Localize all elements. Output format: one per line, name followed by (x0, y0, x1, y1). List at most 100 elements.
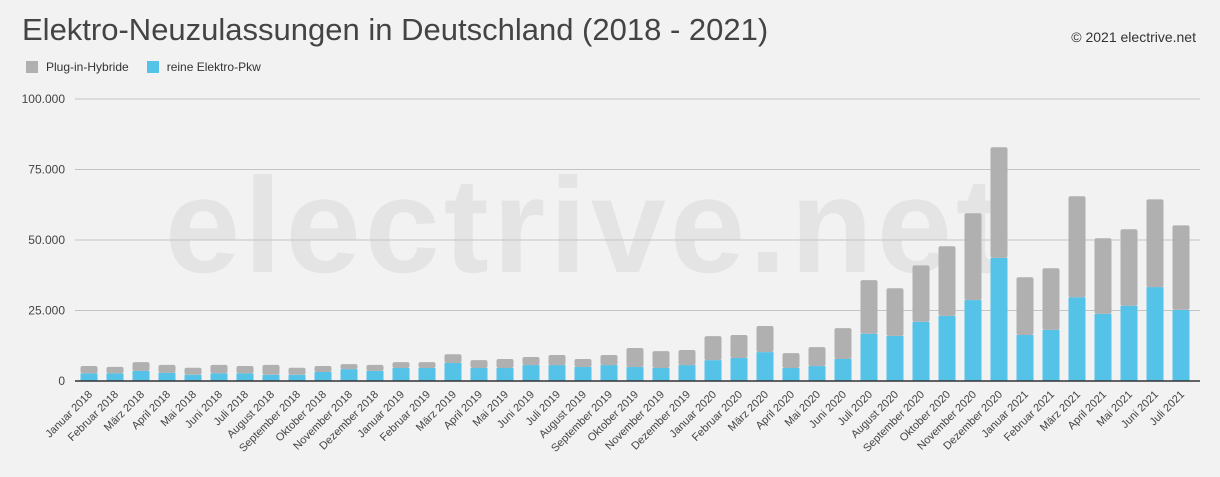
y-tick-label: 100.000 (22, 92, 66, 106)
bar-hybrid (1146, 199, 1164, 288)
bar-bev (184, 374, 202, 381)
bar-hybrid (106, 366, 124, 374)
credit: © 2021 electrive.net (1071, 29, 1196, 45)
legend-item-bev: reine Elektro-Pkw (146, 60, 261, 74)
bar-hybrid (756, 326, 774, 353)
bar-bev (574, 367, 592, 381)
bar-bev (392, 368, 410, 381)
bar-bev (964, 300, 982, 381)
y-tick-label: 75.000 (28, 163, 65, 177)
bar-hybrid (938, 246, 956, 316)
bar-bev (678, 365, 696, 381)
legend: Plug-in-Hybride reine Elektro-Pkw (26, 60, 261, 74)
bar-bev (782, 368, 800, 381)
bar-bev (314, 371, 332, 381)
bar-bev (1016, 335, 1034, 381)
bar-bev (860, 333, 878, 381)
bar-hybrid (418, 362, 436, 369)
bar-bev (1042, 329, 1060, 381)
bar-bev (912, 321, 930, 381)
bar-hybrid (444, 354, 462, 363)
y-tick-label: 25.000 (28, 304, 65, 318)
bar-hybrid (470, 360, 488, 369)
bar-bev (1068, 297, 1086, 381)
bar-bev (470, 368, 488, 381)
bar-bev (626, 367, 644, 381)
legend-swatch-hybrid (26, 61, 38, 73)
bar-hybrid (236, 366, 254, 374)
bar-bev (496, 368, 514, 381)
bar-bev (600, 365, 618, 381)
bar-bev (522, 365, 540, 381)
bar-bev (444, 362, 462, 381)
bar-hybrid (132, 362, 150, 371)
bar-hybrid (860, 280, 878, 334)
bar-hybrid (1068, 196, 1086, 298)
legend-swatch-bev (146, 61, 159, 73)
bar-bev (340, 369, 358, 381)
bar-hybrid (288, 367, 306, 375)
bar-hybrid (548, 355, 566, 366)
bar-bev (262, 374, 280, 381)
bar-bev (236, 373, 254, 381)
bar-hybrid (964, 213, 982, 301)
bar-bev (1094, 313, 1112, 381)
bar-hybrid (496, 359, 514, 369)
bar-hybrid (210, 364, 228, 374)
bar-hybrid (808, 347, 826, 367)
bar-hybrid (366, 364, 384, 371)
bar-hybrid (158, 364, 176, 373)
bar-bev (704, 360, 722, 381)
bar-bev (652, 368, 670, 381)
bar-bev (80, 373, 98, 381)
bar-bev (730, 358, 748, 381)
bar-bev (834, 359, 852, 381)
bar-hybrid (730, 335, 748, 359)
bar-bev (366, 370, 384, 381)
bar-bev (756, 352, 774, 381)
bar-bev (1146, 287, 1164, 381)
bar-bev (418, 368, 436, 381)
legend-item-hybrid: Plug-in-Hybride (26, 60, 129, 74)
bar-bev (106, 373, 124, 381)
bar-bev (990, 257, 1008, 381)
bar-hybrid (340, 364, 358, 370)
bar-hybrid (1042, 268, 1060, 330)
bar-hybrid (704, 336, 722, 361)
bar-hybrid (314, 366, 332, 372)
bar-bev (548, 365, 566, 381)
bar-hybrid (522, 357, 540, 366)
legend-label-hybrid: Plug-in-Hybride (46, 60, 129, 74)
bar-hybrid (184, 367, 202, 375)
bar-hybrid (1120, 229, 1138, 306)
bar-hybrid (1094, 238, 1112, 314)
watermark: electrive.net (165, 150, 1005, 301)
chart-title: Elektro-Neuzulassungen in Deutschland (2… (22, 12, 769, 47)
legend-label-bev: reine Elektro-Pkw (166, 60, 261, 74)
bar-hybrid (886, 288, 904, 336)
y-tick-label: 50.000 (28, 233, 65, 247)
bar-hybrid (262, 364, 280, 375)
bar-hybrid (990, 147, 1008, 258)
bar-hybrid (600, 355, 618, 366)
y-tick-label: 0 (58, 374, 65, 388)
bar-hybrid (626, 348, 644, 368)
bar-hybrid (1172, 225, 1190, 310)
bar-hybrid (912, 265, 930, 322)
bar-hybrid (80, 366, 98, 374)
bar-hybrid (782, 353, 800, 369)
bar-bev (158, 372, 176, 381)
bar-bev (132, 370, 150, 381)
bar-bev (938, 315, 956, 381)
bar-bev (808, 366, 826, 381)
bar-bev (1172, 309, 1190, 381)
bar-hybrid (574, 359, 592, 368)
bar-hybrid (1016, 277, 1034, 336)
bar-bev (886, 335, 904, 381)
bar-hybrid (678, 349, 696, 366)
bar-bev (288, 374, 306, 381)
bar-bev (1120, 305, 1138, 381)
bar-bev (210, 373, 228, 381)
